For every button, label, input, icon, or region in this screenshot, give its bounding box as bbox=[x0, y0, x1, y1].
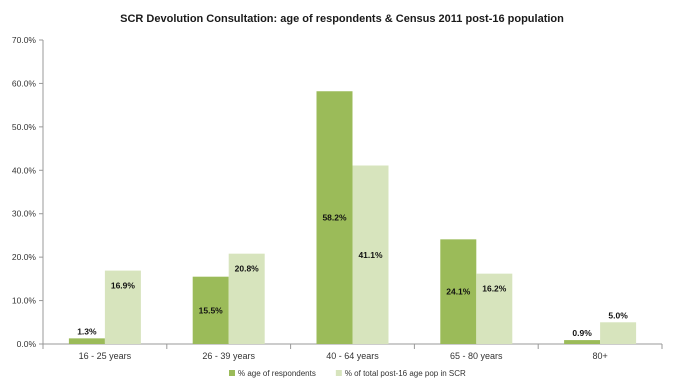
bar-population bbox=[104, 270, 141, 344]
data-label: 16.9% bbox=[111, 281, 136, 291]
data-label: 0.9% bbox=[572, 328, 592, 338]
data-label: 1.3% bbox=[77, 326, 97, 336]
y-tick-label: 50.0% bbox=[12, 122, 37, 132]
bar-population bbox=[476, 273, 513, 344]
data-label: 41.1% bbox=[358, 250, 383, 260]
x-tick-label: 65 - 80 years bbox=[450, 351, 503, 361]
data-label: 16.2% bbox=[482, 284, 507, 294]
x-tick-label: 26 - 39 years bbox=[202, 351, 255, 361]
bar-population bbox=[228, 253, 265, 344]
bar-respondents bbox=[68, 338, 105, 344]
y-tick-label: 30.0% bbox=[12, 209, 37, 219]
bar-population bbox=[600, 322, 637, 344]
legend-label: % of total post-16 age pop in SCR bbox=[345, 369, 466, 378]
data-label: 24.1% bbox=[446, 287, 471, 297]
legend-label: % age of respondents bbox=[238, 369, 316, 378]
bar-respondents bbox=[192, 276, 229, 344]
data-label: 58.2% bbox=[322, 213, 347, 223]
y-tick-label: 10.0% bbox=[12, 296, 37, 306]
x-tick-label: 40 - 64 years bbox=[326, 351, 379, 361]
data-label: 15.5% bbox=[199, 305, 224, 315]
bar-respondents bbox=[564, 340, 601, 344]
legend-swatch bbox=[229, 370, 235, 376]
y-tick-label: 70.0% bbox=[12, 35, 37, 45]
y-tick-label: 20.0% bbox=[12, 252, 37, 262]
bar-respondents bbox=[440, 239, 477, 344]
legend-swatch bbox=[335, 370, 342, 376]
y-tick-label: 0.0% bbox=[17, 339, 37, 349]
x-tick-label: 16 - 25 years bbox=[79, 351, 132, 361]
chart-title: SCR Devolution Consultation: age of resp… bbox=[120, 13, 564, 25]
bar-respondents bbox=[316, 91, 353, 344]
bar-population bbox=[352, 165, 389, 344]
data-label: 20.8% bbox=[235, 264, 260, 274]
x-tick-label: 80+ bbox=[592, 351, 607, 361]
y-tick-label: 40.0% bbox=[12, 165, 37, 175]
y-tick-label: 60.0% bbox=[12, 78, 37, 88]
data-label: 5.0% bbox=[608, 310, 628, 320]
